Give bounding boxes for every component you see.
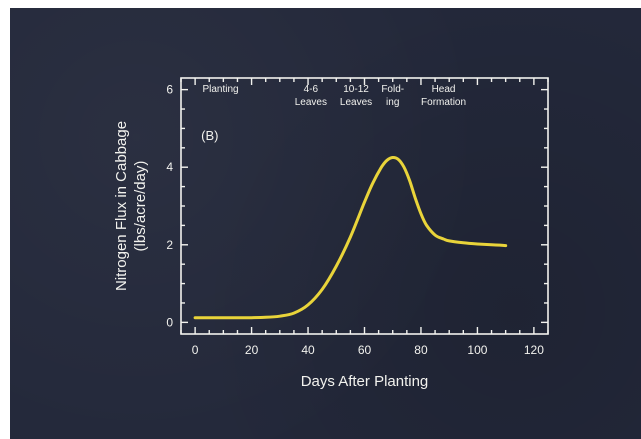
x-tick-label: 120 — [524, 343, 544, 357]
stage-label: ing — [386, 97, 399, 108]
y-axis-title: Nitrogen Flux in Cabbage (lbs/acre/day) — [113, 121, 149, 291]
stage-label: Planting — [202, 84, 238, 95]
stage-label: Fold- — [381, 84, 404, 95]
stage-label: Leaves — [340, 97, 372, 108]
x-tick-label: 100 — [467, 343, 487, 357]
y-tick-label: 0 — [166, 315, 173, 329]
growth-stage-labels: Planting 4-6 Leaves 10-12 Leaves Fold-ing Head… — [202, 84, 466, 108]
y-tick-label: 2 — [166, 238, 173, 252]
x-axis-title: Days After Planting — [301, 373, 429, 390]
slide-background — [10, 8, 641, 439]
stage-label: 4-6 — [304, 84, 319, 95]
y-tick-label: 4 — [166, 160, 173, 174]
stage-label: Leaves — [295, 97, 327, 108]
stage-label: Head — [432, 84, 456, 95]
x-tick-label: 20 — [245, 343, 259, 357]
nitrogen-flux-curve — [193, 155, 508, 320]
axis-tick-labels: 0 20 40 60 80 100 120 0 2 4 6 — [166, 83, 544, 357]
x-tick-label: 60 — [358, 343, 372, 357]
y-axis-title-line-1: Nitrogen Flux in Cabbage — [113, 121, 130, 291]
x-tick-label: 0 — [192, 343, 199, 357]
stage-label: 10-12 — [343, 84, 369, 95]
panel-label: (B) — [201, 128, 218, 143]
axis-ticks — [180, 78, 549, 334]
y-tick-label: 6 — [166, 83, 173, 97]
x-tick-label: 80 — [414, 343, 428, 357]
stage-label: Formation — [421, 97, 466, 108]
x-tick-label: 40 — [301, 343, 315, 357]
y-axis-title-line-2: (lbs/acre/day) — [132, 161, 149, 252]
